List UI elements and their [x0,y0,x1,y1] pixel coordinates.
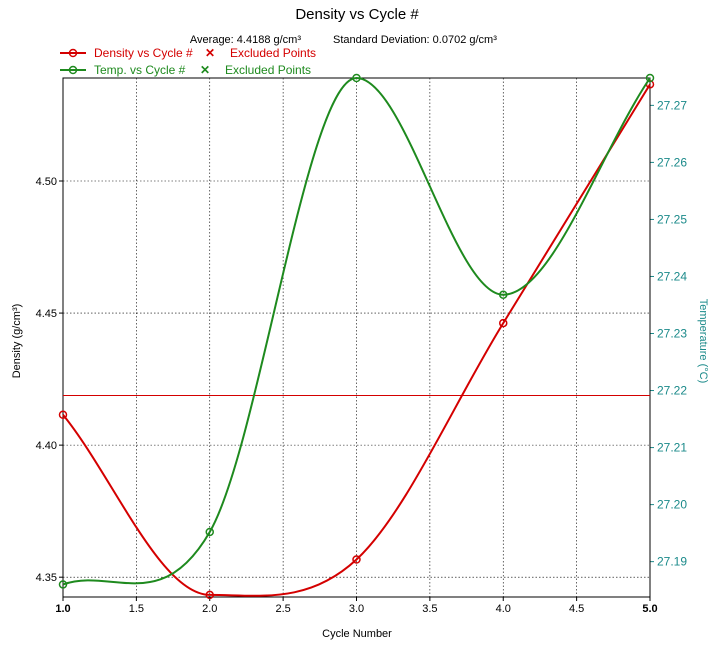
y-axis-right-label: Temperature (°C) [697,299,709,383]
y-right-tick-label: 27.19 [657,555,687,569]
data-point-1-1 [205,527,214,537]
data-point-1-0 [58,580,68,589]
legend-temp-marker [68,65,78,75]
y-right-tick-label: 27.23 [657,327,687,341]
data-point-1-2 [352,73,361,83]
data-point-0-2 [352,555,361,564]
x-tick-label: 3.5 [422,603,437,615]
y-right-tick-label: 27.27 [657,98,687,112]
x-axis-label: Cycle Number [322,628,392,640]
x-tick-label: 1.5 [129,603,144,615]
y-left-tick-label: 4.40 [36,440,57,452]
legend-entry-temp: Temp. vs Cycle # ✕ Excluded Points [60,63,311,77]
series-line-0 [62,83,651,597]
y-right-tick-label: 27.22 [657,384,687,398]
legend-temp-label: Temp. vs Cycle # [94,63,186,77]
y-right-tick-label: 27.24 [657,269,687,283]
x-tick-label: 2.0 [202,603,217,615]
std-dev-text: Standard Deviation: 0.0702 g/cm³ [333,34,497,46]
data-point-0-1 [205,590,214,600]
legend-temp-excluded-label: Excluded Points [225,63,311,77]
x-tick-label: 4.5 [569,603,584,615]
legend-density-excluded-icon: ✕ [205,46,215,60]
data-point-0-0 [58,410,68,420]
x-tick-label: 5.0 [642,603,657,615]
x-tick-label: 2.5 [275,603,290,615]
chart-title: Density vs Cycle # [295,6,419,23]
legend-density-marker [68,48,78,58]
x-tick-label: 1.0 [55,603,70,615]
y-right-tick-label: 27.21 [657,441,687,455]
grid [63,78,650,597]
y-left-tick-label: 4.50 [36,176,57,188]
average-text: Average: 4.4188 g/cm³ [190,34,301,46]
y-right-tick-label: 27.25 [657,212,687,226]
legend-entry-density: Density vs Cycle # ✕ Excluded Points [60,46,316,60]
y-right-tick-label: 27.26 [657,155,687,169]
y-axis-left-label: Density (g/cm³) [11,304,23,379]
y-right-tick-label: 27.20 [657,498,687,512]
data-point-1-3 [499,290,508,299]
legend-density-label: Density vs Cycle # [94,46,193,60]
legend-density-excluded-label: Excluded Points [230,46,316,60]
data-point-1-4 [645,73,655,83]
series-layer [58,73,655,600]
y-left-tick-label: 4.45 [36,308,57,320]
data-point-0-3 [499,318,508,328]
y-left-tick-label: 4.35 [36,572,57,584]
tick-labels: 1.0 1.5 2.0 2.5 3.0 3.5 4.0 4.5 5.0 4.35 4.40 4.45 4… [36,98,688,615]
legend: Density vs Cycle # ✕ Excluded Points Tem… [60,46,316,77]
x-tick-label: 4.0 [496,603,511,615]
legend-temp-excluded-icon: ✕ [200,63,210,77]
x-tick-label: 3.0 [349,603,364,615]
